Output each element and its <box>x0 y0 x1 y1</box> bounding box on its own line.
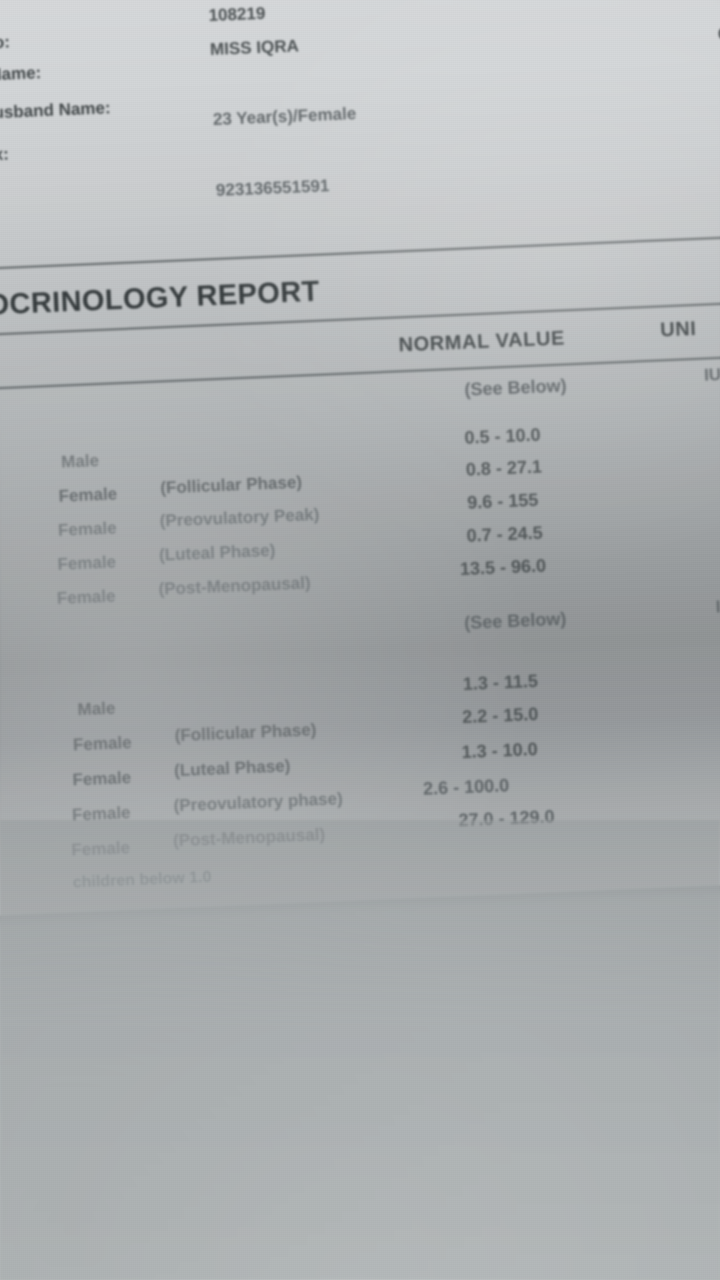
test-2-row-4-phase: (Preovulatory phase) <box>173 789 344 816</box>
report-document: No: 108219 t Name: MISS IQRA /Husband Na… <box>0 0 720 892</box>
test-1-row-3-sex: Female <box>57 518 117 540</box>
test-1-row-4-sex: Female <box>57 552 117 574</box>
test-2-row-3-range: 1.3 - 10.0 <box>461 738 539 763</box>
test-1-unit: IU <box>703 364 720 385</box>
test-1-row-2-sex: Female <box>58 484 118 506</box>
test-1-row-5-sex: Female <box>56 586 116 608</box>
test-2-row-4-range: 2.6 - 100.0 <box>422 775 510 799</box>
field-label-age-sex: ex: <box>0 144 10 165</box>
field-value-no: 108219 <box>208 3 266 26</box>
test-1-row-2-range: 0.8 - 27.1 <box>465 456 543 480</box>
right-label-1: Re <box>716 0 720 3</box>
field-label-patient-name: t Name: <box>0 63 42 85</box>
test-2-row-2-range: 2.2 - 15.0 <box>461 703 539 728</box>
test-1-row-2-phase: (Follicular Phase) <box>159 472 303 498</box>
test-2-row-1-range: 1.3 - 11.5 <box>462 670 539 694</box>
field-value-age-sex: 23 Year(s)/Female <box>212 103 357 129</box>
test-1-row-3-range: 9.6 - 155 <box>466 489 539 513</box>
test-1-row-1-sex: Male <box>60 451 100 472</box>
test-2-row-2-phase: (Follicular Phase) <box>174 720 317 746</box>
field-value-contact-number: 923136551591 <box>215 176 330 200</box>
column-header-normal-value: NORMAL VALUE <box>398 327 566 357</box>
test-2-row-5-range: 27.0 - 129.0 <box>458 806 555 831</box>
test-2-row-4-sex: Female <box>71 803 131 825</box>
test-1-row-1-range: 0.5 - 10.0 <box>464 424 541 448</box>
test-1-row-4-range: 0.7 - 24.5 <box>466 522 544 546</box>
field-value-patient-name: MISS IQRA <box>209 36 300 60</box>
test-1-row-5-phase: (Post-Menopausal) <box>158 573 311 599</box>
field-label-no: No: <box>0 32 11 53</box>
column-header-unit: UNI <box>659 317 697 342</box>
test-2-unit: I <box>715 597 720 617</box>
test-2-row-1-sex: Male <box>77 698 116 720</box>
divider-top <box>0 235 720 271</box>
field-label-father-husband-name: /Husband Name: <box>0 98 111 123</box>
test-2-normal-value: (See Below) <box>463 608 567 633</box>
test-1-normal-value: (See Below) <box>464 375 567 400</box>
page-title: OCRINOLOGY REPORT <box>0 275 321 322</box>
test-2-row-5-sex: Female <box>71 838 131 860</box>
test-1-row-3-phase: (Preovulatory Peak) <box>159 504 320 531</box>
divider-under-headers <box>0 355 720 391</box>
test-2-note-children: children below 1.0 <box>72 868 212 892</box>
test-1-row-5-range: 13.5 - 96.0 <box>459 555 547 580</box>
test-1-row-4-phase: (Luteal Phase) <box>158 540 276 565</box>
test-2-row-3-phase: (Luteal Phase) <box>173 756 291 781</box>
test-2-row-5-phase: (Post-Menopausal) <box>172 824 326 851</box>
test-2-row-3-sex: Female <box>72 767 132 790</box>
test-2-row-2-sex: Female <box>72 732 132 755</box>
